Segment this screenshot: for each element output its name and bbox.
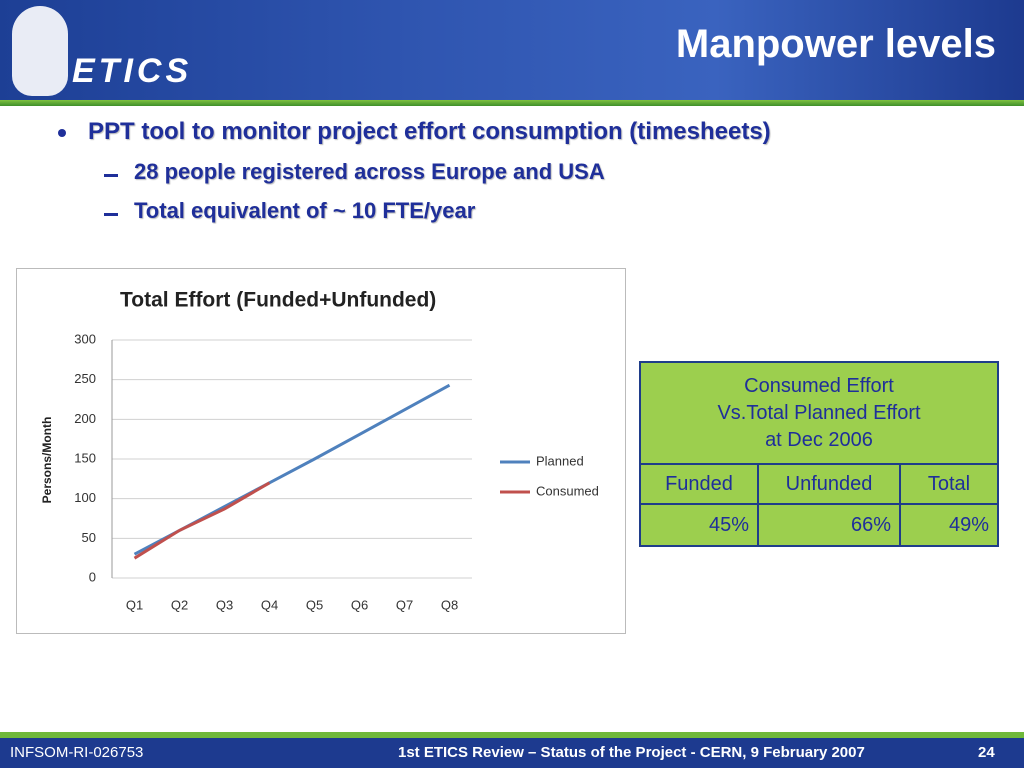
table-title-line: Consumed Effort xyxy=(744,374,894,397)
y-tick-label: 150 xyxy=(74,450,96,465)
y-tick-label: 0 xyxy=(89,569,96,584)
footer-line xyxy=(0,732,1024,738)
footer-left: INFSOM-RI-026753 xyxy=(10,744,144,761)
legend-label: Planned xyxy=(536,453,584,468)
sub-bullet: Total equivalent of ~ 10 FTE/year xyxy=(134,198,476,223)
page-number: 24 xyxy=(978,744,995,761)
x-tick-label: Q4 xyxy=(261,597,278,612)
chart-frame xyxy=(16,268,626,634)
x-tick-label: Q7 xyxy=(396,597,413,612)
sub-bullet: 28 people registered across Europe and U… xyxy=(134,159,605,184)
x-tick-label: Q1 xyxy=(126,597,143,612)
y-tick-label: 250 xyxy=(74,371,96,386)
y-tick-label: 200 xyxy=(74,411,96,426)
x-tick-label: Q8 xyxy=(441,597,458,612)
legend-label: Consumed xyxy=(536,483,599,498)
table-title-line: at Dec 2006 xyxy=(765,428,873,451)
logo: ETICS xyxy=(72,52,193,90)
x-tick-label: Q2 xyxy=(171,597,188,612)
table: Consumed Effort Vs.Total Planned Effort … xyxy=(639,361,999,547)
bullet xyxy=(58,129,66,137)
x-tick-label: Q3 xyxy=(216,597,233,612)
table-title-line: Vs.Total Planned Effort xyxy=(717,401,921,424)
y-tick-label: 100 xyxy=(74,490,96,505)
table-cell: 45% xyxy=(639,503,759,547)
y-tick-label: 300 xyxy=(74,331,96,346)
slide-title: Manpower levels xyxy=(675,22,996,66)
header-band xyxy=(0,0,1024,100)
table-title: Consumed Effort Vs.Total Planned Effort … xyxy=(639,361,999,465)
table-header: Unfunded xyxy=(757,463,901,505)
footer-band xyxy=(0,738,1024,768)
table-cell: 49% xyxy=(899,503,999,547)
line-series xyxy=(133,481,271,560)
logo-icon xyxy=(12,6,68,96)
x-tick-label: Q6 xyxy=(351,597,368,612)
bullet-text: PPT tool to monitor project effort consu… xyxy=(88,118,771,145)
y-tick-label: 50 xyxy=(82,530,96,545)
table-header: Total xyxy=(899,463,999,505)
dash xyxy=(104,174,118,177)
x-tick-label: Q5 xyxy=(306,597,323,612)
chart-title: Total Effort (Funded+Unfunded) xyxy=(120,289,436,312)
table-header: Funded xyxy=(639,463,759,505)
header-line xyxy=(0,100,1024,106)
footer-center: 1st ETICS Review – Status of the Project… xyxy=(398,744,865,761)
table-cell: 66% xyxy=(757,503,901,547)
dash xyxy=(104,213,118,216)
y-axis-label: Persons/Month xyxy=(40,417,54,504)
